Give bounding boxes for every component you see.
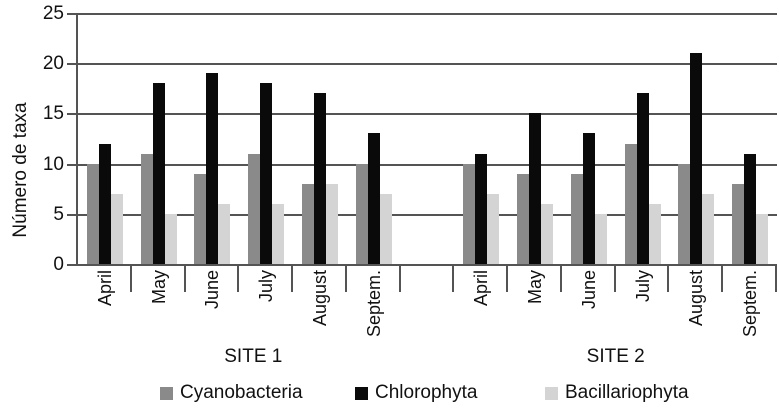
- bar-bacillariophyta: [272, 203, 285, 264]
- legend-item: Cyanobacteria: [160, 383, 303, 403]
- bar-cyanobacteria: [624, 143, 637, 264]
- legend-swatch-chlorophyta: [355, 386, 368, 400]
- bar-cyanobacteria: [194, 173, 207, 264]
- legend-label: Chlorophyta: [375, 382, 478, 403]
- x-tick-mark: [613, 264, 616, 292]
- bar-chlorophyta: [529, 113, 542, 264]
- x-tick-mark: [183, 264, 186, 292]
- y-tick-mark: [67, 113, 76, 116]
- bar-bacillariophyta: [325, 183, 338, 264]
- y-tick-label: 25: [42, 3, 64, 24]
- bar-chlorophyta: [690, 53, 703, 264]
- x-tick-mark: [129, 264, 132, 292]
- bar-bacillariophyta: [648, 203, 661, 264]
- bar-cyanobacteria: [140, 153, 153, 264]
- bar-bacillariophyta: [379, 193, 392, 264]
- bar-chlorophyta: [582, 133, 595, 264]
- bar-chlorophyta: [206, 73, 219, 264]
- bar-chlorophyta: [313, 93, 326, 264]
- bar-cyanobacteria: [678, 163, 691, 264]
- x-tick-label-month: July: [256, 270, 277, 303]
- x-tick-mark: [506, 264, 509, 292]
- y-tick-mark: [67, 163, 76, 166]
- gridline-y10: [78, 163, 777, 166]
- bar-bacillariophyta: [110, 193, 123, 264]
- x-tick-label-month: July: [632, 270, 653, 303]
- y-tick-mark: [67, 63, 76, 66]
- y-tick-mark: [67, 213, 76, 216]
- y-tick-label: 15: [42, 103, 64, 125]
- gridline-y5: [78, 213, 777, 216]
- x-tick-label-month: Septem.: [740, 270, 761, 338]
- y-tick-label: 10: [42, 153, 64, 175]
- legend-label: Cyanobacteria: [180, 382, 303, 403]
- x-tick-mark: [398, 264, 401, 292]
- bar-cyanobacteria: [570, 173, 583, 264]
- x-tick-mark: [237, 264, 240, 292]
- bar-chlorophyta: [98, 143, 111, 264]
- site-label: SITE 1: [224, 346, 283, 367]
- bar-cyanobacteria: [86, 163, 99, 264]
- x-tick-label-month: August: [686, 270, 707, 327]
- bar-bacillariophyta: [756, 213, 769, 264]
- x-tick-label-month: April: [94, 270, 115, 307]
- x-tick-label-month: April: [471, 270, 492, 307]
- x-tick-mark: [775, 264, 777, 292]
- bar-cyanobacteria: [301, 183, 314, 264]
- x-tick-label-month: June: [578, 270, 599, 310]
- site-label: SITE 2: [586, 346, 645, 367]
- bar-chlorophyta: [367, 133, 380, 264]
- bar-cyanobacteria: [248, 153, 261, 264]
- bar-bacillariophyta: [164, 213, 177, 264]
- x-tick-label-month: Septem.: [363, 270, 384, 338]
- bar-chlorophyta: [744, 153, 757, 264]
- gridline-y25: [78, 13, 777, 15]
- x-tick-mark: [452, 264, 455, 292]
- bar-bacillariophyta: [487, 193, 500, 264]
- y-tick-mark: [67, 13, 76, 15]
- legend-item: Bacillariophyta: [545, 383, 689, 403]
- bar-chlorophyta: [636, 93, 649, 264]
- bar-cyanobacteria: [517, 173, 530, 264]
- gridline-y15: [78, 113, 777, 116]
- bar-bacillariophyta: [594, 213, 607, 264]
- bar-chlorophyta: [260, 83, 273, 264]
- y-tick-label: 5: [53, 203, 64, 225]
- bar-bacillariophyta: [541, 203, 554, 264]
- bar-chlorophyta: [475, 153, 488, 264]
- x-tick-mark: [344, 264, 347, 292]
- y-tick-mark: [67, 264, 76, 266]
- y-tick-label: 0: [53, 254, 64, 275]
- x-tick-label-month: May: [525, 270, 546, 305]
- bar-cyanobacteria: [463, 163, 476, 264]
- bar-bacillariophyta: [218, 203, 231, 264]
- legend-swatch-cyanobacteria: [160, 386, 173, 400]
- x-tick-mark: [291, 264, 294, 292]
- legend-swatch-bacillariophyta: [545, 386, 558, 400]
- legend-label: Bacillariophyta: [565, 382, 689, 403]
- legend-item: Chlorophyta: [355, 383, 477, 403]
- x-tick-mark: [721, 264, 724, 292]
- x-tick-mark: [667, 264, 670, 292]
- bar-chlorophyta: [152, 83, 165, 264]
- x-tick-label-month: May: [148, 270, 169, 305]
- y-tick-label: 20: [42, 53, 64, 75]
- gridline-y20: [78, 63, 777, 66]
- x-tick-label-month: August: [309, 270, 330, 327]
- plot-area: [76, 13, 777, 266]
- bar-cyanobacteria: [355, 163, 368, 264]
- x-tick-label-month: June: [202, 270, 223, 310]
- x-tick-mark: [559, 264, 562, 292]
- bar-cyanobacteria: [732, 183, 745, 264]
- bar-bacillariophyta: [702, 193, 715, 264]
